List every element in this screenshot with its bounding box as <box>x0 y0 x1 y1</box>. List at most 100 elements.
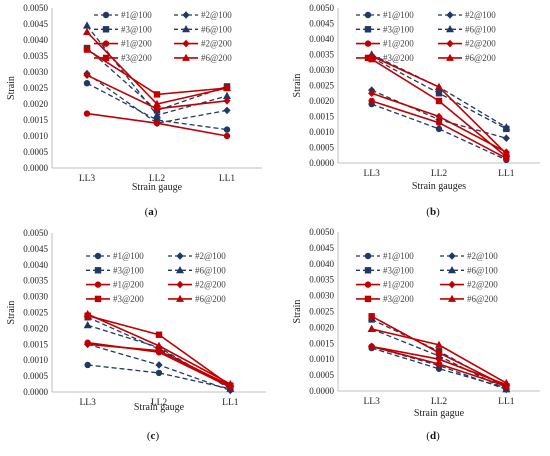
legend-marker <box>364 11 372 19</box>
y-tick-label: 0.0010 <box>23 355 48 365</box>
x-axis-title: Strain gauge <box>132 182 183 193</box>
legend-label: #2@200 <box>465 39 496 49</box>
y-tick-label: 0.0030 <box>309 291 334 301</box>
y-tick-label: 0.0010 <box>23 131 48 141</box>
legend-label: #3@100 <box>383 24 414 34</box>
data-point-marker <box>368 342 376 351</box>
data-point-marker <box>83 46 91 53</box>
legend-label: #2@100 <box>201 10 232 20</box>
y-tick-label: 0.0040 <box>309 259 334 269</box>
legend-marker <box>448 252 456 260</box>
y-tick-label: 0.0015 <box>309 112 334 122</box>
panel-caption: (d) <box>426 430 440 442</box>
legend-label: #1@100 <box>383 10 414 20</box>
y-tick-label: 0.0005 <box>309 370 334 380</box>
x-tick-label: LL2 <box>431 397 448 407</box>
y-tick-label: 0.0035 <box>309 50 334 60</box>
y-tick-label: 0.0000 <box>23 163 48 173</box>
y-tick-label: 0.0050 <box>23 228 48 238</box>
legend-label: #2@100 <box>195 251 226 261</box>
chart-legend: #1@100 #2@100 #3@100 #6@100 #1@200 #2@200 #3@2… <box>86 251 226 304</box>
data-point-marker <box>83 321 92 329</box>
y-tick-label: 0.0045 <box>23 244 48 254</box>
data-point-marker <box>435 112 443 121</box>
legend-label: #2@100 <box>467 251 498 261</box>
y-tick-label: 0.0000 <box>309 158 334 168</box>
x-axis-title: Strain gauge <box>134 402 185 413</box>
legend-marker <box>94 281 102 288</box>
data-point-marker <box>223 126 231 133</box>
data-point-marker <box>502 134 510 142</box>
data-point-marker <box>503 153 510 160</box>
y-tick-label: 0.0000 <box>23 387 48 397</box>
data-point-marker <box>153 91 161 98</box>
legend-label: #6@100 <box>465 24 496 34</box>
data-point-marker <box>503 383 510 390</box>
y-tick-label: 0.0025 <box>309 81 334 91</box>
x-tick-label: LL2 <box>151 398 168 408</box>
y-tick-label: 0.0015 <box>309 338 334 348</box>
legend-label: #2@200 <box>467 280 498 290</box>
data-point-marker <box>83 71 91 79</box>
x-tick-label: LL3 <box>79 174 96 184</box>
legend-label: #6@100 <box>467 265 498 275</box>
legend-label: #3@100 <box>113 265 144 275</box>
data-point-marker <box>502 149 511 157</box>
y-axis-title: Strain <box>292 74 303 98</box>
legend-marker <box>102 11 110 19</box>
data-point-marker <box>83 309 92 318</box>
data-point-marker <box>435 97 443 105</box>
data-point-marker <box>435 340 443 348</box>
y-tick-label: 0.0045 <box>309 243 334 253</box>
x-tick-label: LL1 <box>219 174 236 184</box>
legend-label: #1@200 <box>121 39 152 49</box>
y-tick-label: 0.0010 <box>309 354 334 364</box>
legend-label: #3@200 <box>383 294 414 304</box>
data-point-marker <box>435 90 443 97</box>
series-line <box>371 103 507 161</box>
data-point-marker <box>368 313 375 320</box>
legend-marker <box>364 267 372 274</box>
chart-legend: #1@100 #2@100 #3@100 #6@100 #1@200 #2@200 #3@2… <box>356 10 496 63</box>
legend-marker <box>94 295 102 303</box>
panel-caption: (a) <box>145 206 158 218</box>
legend-marker <box>364 54 372 62</box>
y-tick-label: 0.0020 <box>309 96 334 106</box>
data-point-marker <box>84 361 91 369</box>
y-axis-title: Strain <box>6 76 17 100</box>
legend-label: #1@200 <box>113 280 144 290</box>
x-tick-label: LL1 <box>498 397 515 407</box>
data-point-marker <box>223 97 231 105</box>
y-tick-label: 0.0030 <box>309 65 334 75</box>
legend-marker <box>448 280 456 289</box>
series-line <box>87 364 231 390</box>
data-point-marker <box>83 27 91 35</box>
legend-label: #2@200 <box>201 39 232 49</box>
data-point-marker <box>223 106 231 115</box>
data-point-marker <box>435 125 443 133</box>
legend-label: #6@100 <box>201 24 232 34</box>
legend-marker <box>182 53 190 61</box>
y-tick-label: 0.0045 <box>23 19 48 29</box>
data-point-marker <box>83 21 91 29</box>
chart-panel-4: 0.0000 0.0005 0.0010 0.0015 0.0020 0.0025 0.00… <box>292 227 540 442</box>
y-tick-label: 0.0030 <box>23 292 48 302</box>
legend-marker <box>448 294 456 302</box>
data-point-marker <box>435 82 443 91</box>
legend-marker <box>446 25 454 33</box>
legend-marker <box>182 11 190 19</box>
y-tick-label: 0.0035 <box>309 275 334 285</box>
y-tick-label: 0.0005 <box>23 147 48 157</box>
y-tick-label: 0.0020 <box>23 323 48 333</box>
chart-legend: #1@100 #2@100 #3@100 #6@100 #1@200 #2@200 #3@2… <box>356 251 498 304</box>
data-point-marker <box>83 110 91 117</box>
chart-panel-2: 0.0000 0.0005 0.0010 0.0015 0.0020 0.0025 0.00… <box>292 3 540 218</box>
legend-label: #1@100 <box>121 10 152 20</box>
y-tick-label: 0.0005 <box>309 143 334 153</box>
legend-marker <box>102 26 110 33</box>
legend-label: #6@200 <box>467 294 498 304</box>
legend-label: #3@100 <box>383 265 414 275</box>
legend-marker <box>94 267 102 274</box>
y-tick-label: 0.0030 <box>23 67 48 77</box>
